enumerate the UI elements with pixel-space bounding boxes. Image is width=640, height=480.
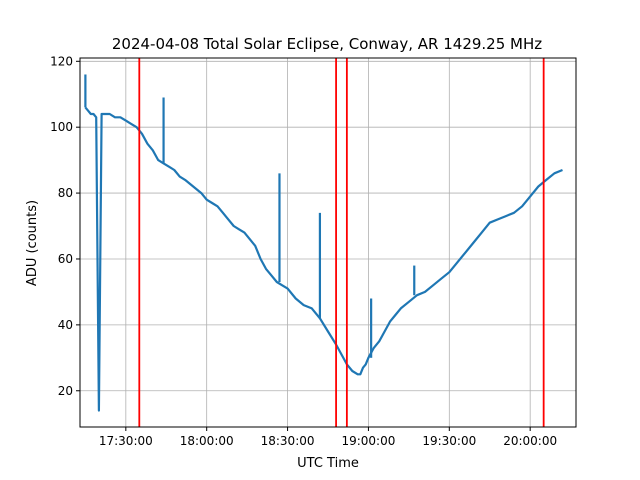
grid <box>80 58 576 427</box>
y-tick-label: 100 <box>50 120 73 134</box>
series-layer <box>84 74 563 412</box>
x-tick-label: 19:00:00 <box>341 434 395 448</box>
event-markers <box>138 58 545 427</box>
y-axis-label: ADU (counts) <box>25 200 40 286</box>
y-tick-label: 40 <box>58 318 73 332</box>
x-tick-label: 19:30:00 <box>422 434 476 448</box>
y-axis-ticks: 20 40 60 80 100 120 <box>50 54 80 398</box>
x-tick-label: 20:00:00 <box>503 434 557 448</box>
chart-title: 2024-04-08 Total Solar Eclipse, Conway, … <box>112 35 542 53</box>
x-tick-label: 18:00:00 <box>180 434 234 448</box>
y-tick-label: 60 <box>58 252 73 266</box>
y-tick-label: 20 <box>58 384 73 398</box>
y-tick-label: 80 <box>58 186 73 200</box>
y-tick-label: 120 <box>50 54 73 68</box>
x-axis-label: UTC Time <box>297 456 359 471</box>
series-line <box>84 106 563 412</box>
plot-frame <box>79 57 577 428</box>
x-tick-label: 18:30:00 <box>261 434 315 448</box>
x-axis-ticks: 17:30:00 18:00:00 18:30:00 19:00:00 19:30:00… <box>99 427 557 448</box>
x-tick-label: 17:30:00 <box>99 434 153 448</box>
